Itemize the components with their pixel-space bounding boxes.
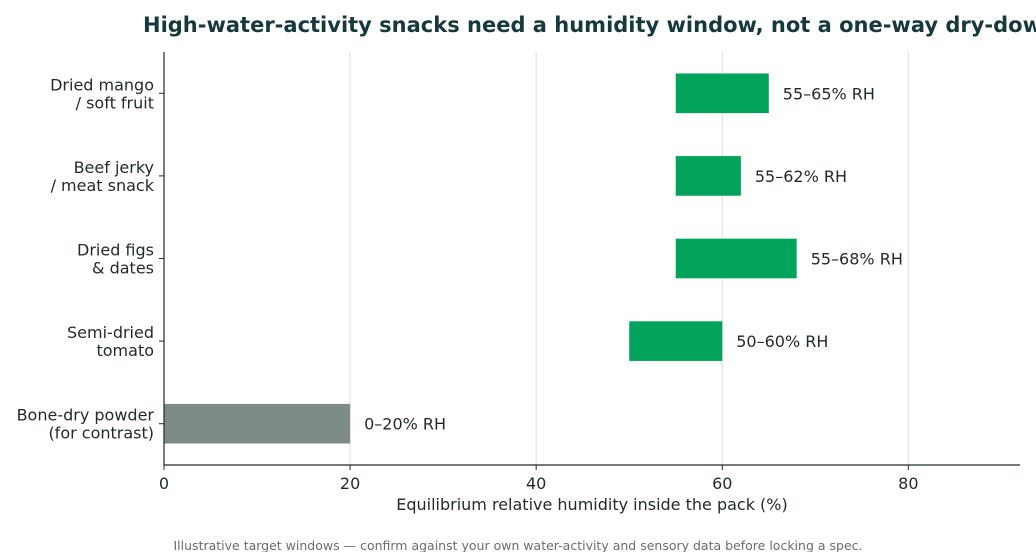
y-tick-label: Dried figs xyxy=(77,241,154,260)
bars xyxy=(164,73,797,444)
bar-value-label: 55–62% RH xyxy=(755,167,847,186)
x-tick-label: 20 xyxy=(340,474,360,493)
x-axis-label: Equilibrium relative humidity inside the… xyxy=(396,495,788,514)
x-tick-label: 40 xyxy=(526,474,546,493)
footnote: Illustrative target windows — confirm ag… xyxy=(174,538,863,552)
bar-value-label: 55–65% RH xyxy=(783,84,875,103)
x-tick-label: 0 xyxy=(159,474,169,493)
range-bar xyxy=(675,156,741,196)
chart-title: High-water-activity snacks need a humidi… xyxy=(143,13,1036,37)
range-bar xyxy=(164,403,351,444)
x-tick-label: 60 xyxy=(712,474,732,493)
y-tick-label: Bone-dry powder xyxy=(17,406,155,425)
y-tick-label: / soft fruit xyxy=(76,93,154,112)
x-axis: 0 20 40 60 80 xyxy=(159,464,1020,493)
y-tick-label: & dates xyxy=(92,259,154,278)
bar-value-label: 0–20% RH xyxy=(364,415,446,434)
bar-value-label: 55–68% RH xyxy=(811,250,903,269)
range-bar xyxy=(675,73,769,114)
bar-labels: 55–65% RH 55–62% RH 55–68% RH 50–60% RH 0–20… xyxy=(364,84,903,433)
y-tick-label: Beef jerky xyxy=(74,158,154,177)
range-bar xyxy=(629,321,723,361)
y-tick-label: Semi-dried xyxy=(67,323,154,342)
y-tick-label: tomato xyxy=(96,341,154,360)
y-tick-label: / meat snack xyxy=(51,176,155,195)
x-tick-label: 80 xyxy=(898,474,918,493)
y-axis: Dried mango/ soft fruit Beef jerky/ meat … xyxy=(17,52,165,465)
range-bar xyxy=(675,238,797,279)
y-tick-label: Dried mango xyxy=(50,75,154,94)
bar-value-label: 50–60% RH xyxy=(736,332,828,351)
y-tick-label: (for contrast) xyxy=(48,424,154,443)
